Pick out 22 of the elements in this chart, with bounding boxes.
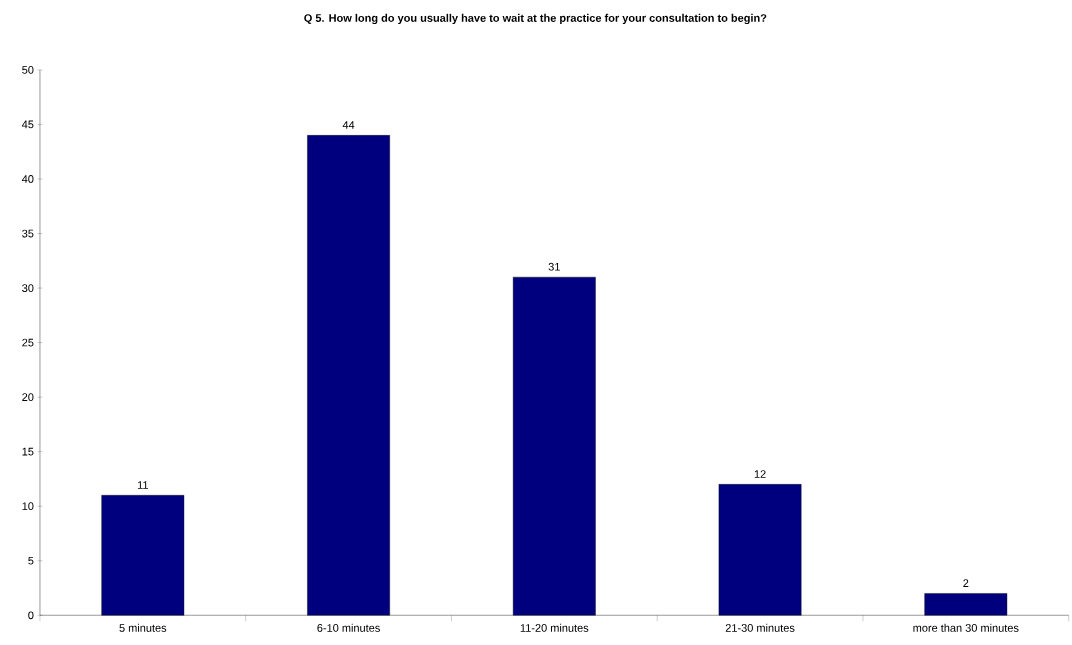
x-tick-label: 5 minutes [119,623,167,632]
x-tick-label: more than 30 minutes [913,623,1019,632]
data-label: 11 [137,481,148,489]
y-tick-label: 50 [22,65,34,74]
y-tick-label: 40 [21,174,34,183]
data-label: 2 [963,579,969,587]
y-tick-label: 0 [28,611,34,620]
data-label: 44 [342,121,355,129]
x-tick-label: 6-10 minutes [317,623,380,632]
y-tick-label: 45 [21,120,34,129]
y-tick-label: 25 [22,338,34,347]
y-tick-label: 35 [22,229,34,238]
y-tick-label: 30 [22,284,34,292]
x-tick-label: 11-20 minutes [520,623,589,632]
y-tick-label: 10 [22,502,34,510]
y-tick-label: 5 [28,556,34,565]
y-tick-label: 20 [22,393,34,401]
chart-title: Q 5. How long do you usually have to wait at the practice for your consultation to begin? [304,13,767,25]
x-tick-label: 21-30 minutes [725,623,795,632]
data-label: 12 [754,470,766,478]
data-label: 31 [548,262,560,271]
y-tick-label: 15 [22,447,34,456]
